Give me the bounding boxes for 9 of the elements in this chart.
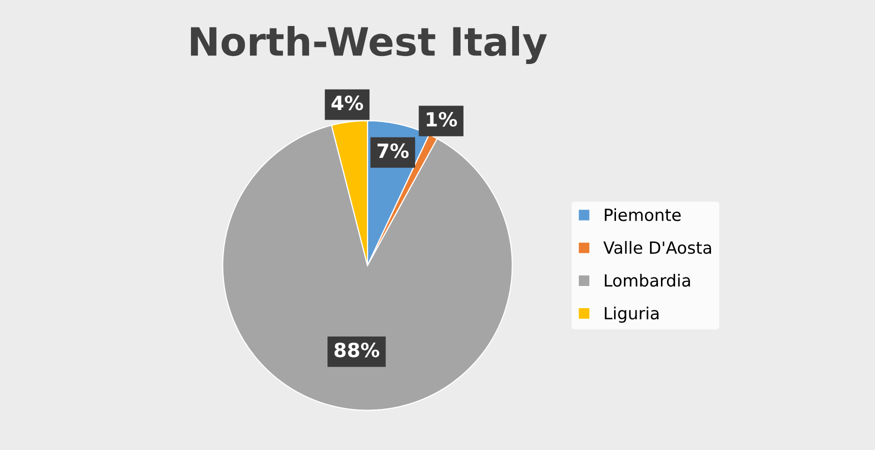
chart-title: North-West Italy (190, 26, 547, 64)
legend-label: Valle D'Aosta (603, 241, 712, 254)
legend-label: Piemonte (604, 208, 681, 222)
data-label: 1% (426, 112, 458, 127)
legend-label: Liguria (604, 306, 658, 323)
legend-label: Lombardia (604, 274, 690, 287)
data-label: 88% (334, 342, 380, 358)
data-label: 4% (332, 96, 364, 110)
data-label: 7% (378, 143, 409, 158)
